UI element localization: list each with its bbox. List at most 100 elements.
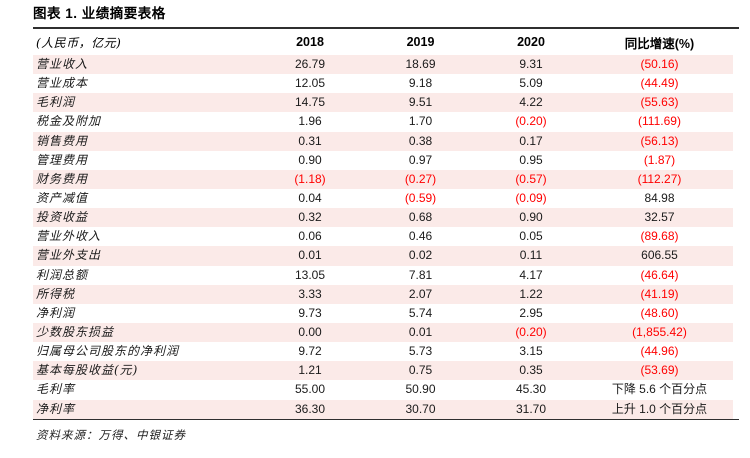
cell-yoy-growth: (111.69) (638, 114, 681, 129)
cell-2018: 0.00 (298, 325, 322, 340)
cell-2018: 26.79 (294, 57, 326, 72)
cell-2019: 2.07 (408, 286, 433, 301)
figure-title: 图表 1. 业绩摘要表格 (33, 6, 166, 21)
table-row: 管理费用 0.90 0.97 0.95 (1.87) (33, 151, 733, 170)
cell-2018: 0.90 (298, 152, 322, 167)
cell-2020: 0.95 (519, 152, 543, 167)
cell-2020: 0.05 (519, 229, 543, 244)
cell-2018: 55.00 (294, 382, 326, 397)
cell-2020: 0.35 (519, 363, 543, 378)
cell-2018: 1.96 (298, 114, 322, 129)
cell-2018: 3.33 (298, 286, 322, 301)
row-label: 所得税 (36, 286, 76, 301)
cell-2019: 0.01 (408, 325, 433, 340)
table-row: 资产减值 0.04 (0.59) (0.09) 84.98 (33, 189, 733, 208)
table-row: 营业外支出 0.01 0.02 0.11 606.55 (33, 246, 733, 266)
cell-2019: (0.59) (404, 191, 437, 206)
table-row: 财务费用 (1.18) (0.27) (0.57) (112.27) (33, 169, 733, 189)
cell-2020: 1.22 (519, 286, 543, 301)
cell-2019: 30.70 (405, 401, 436, 416)
row-label: 资产减值 (36, 191, 89, 206)
cell-yoy-growth: (41.19) (640, 286, 679, 301)
table-row: 毛利润 14.75 9.51 4.22 (55.63) (33, 93, 733, 113)
column-header-2019: 2019 (406, 35, 435, 49)
cell-2018: 1.21 (298, 363, 322, 378)
cell-2020: 4.22 (519, 95, 543, 110)
cell-2020: (0.20) (515, 114, 547, 129)
cell-2020: 0.90 (519, 210, 543, 225)
cell-yoy-growth: 606.55 (641, 248, 678, 263)
cell-2019: 0.75 (408, 363, 433, 378)
cell-2020: 2.95 (519, 305, 543, 320)
cell-2019: 9.18 (408, 76, 433, 91)
row-label: 归属母公司股东的净利润 (36, 344, 180, 359)
column-header-yoy-growth: 同比增速(%) (624, 36, 695, 51)
table-row: 所得税 3.33 2.07 1.22 (41.19) (33, 284, 733, 304)
cell-2018: 0.31 (298, 133, 322, 148)
table-row: 营业收入 26.79 18.69 9.31 (50.16) (33, 55, 733, 75)
table-row: 少数股东损益 0.00 0.01 (0.20) (1,855.42) (33, 322, 733, 343)
cell-2019: 18.69 (405, 57, 436, 72)
table-row: 毛利率 55.00 50.90 45.30 下降 5.6 个百分点 (33, 380, 733, 399)
row-label: 净利率 (36, 401, 76, 416)
row-label: 投资收益 (36, 210, 89, 225)
cell-yoy-growth: 下降 5.6 个百分点 (611, 382, 708, 397)
row-label: 营业外收入 (36, 229, 102, 244)
table-row: 投资收益 0.32 0.68 0.90 32.57 (33, 208, 733, 228)
cell-yoy-growth: (112.27) (637, 171, 682, 186)
row-label: 财务费用 (36, 171, 89, 186)
cell-yoy-growth: 84.98 (644, 191, 675, 206)
table-row: 归属母公司股东的净利润 9.72 5.73 3.15 (44.96) (33, 342, 733, 361)
table-row: 净利率 36.30 30.70 31.70 上升 1.0 个百分点 (33, 399, 733, 419)
cell-yoy-growth: (46.64) (640, 267, 679, 282)
table-rows: 营业收入 26.79 18.69 9.31 (50.16) 营业成本 12.05… (33, 55, 733, 419)
cell-2019: (0.27) (404, 171, 437, 186)
cell-2018: 9.73 (298, 305, 322, 320)
cell-2020: (0.57) (515, 171, 547, 186)
cell-2018: 0.01 (298, 248, 322, 263)
cell-2019: 0.68 (408, 210, 433, 225)
cell-2019: 5.74 (408, 305, 433, 320)
cell-2018: 14.75 (294, 95, 326, 110)
cell-yoy-growth: (55.63) (640, 95, 679, 110)
cell-2019: 0.46 (408, 229, 433, 244)
row-label: 营业成本 (36, 76, 89, 91)
cell-2020: 4.17 (519, 267, 543, 282)
cell-2019: 9.51 (408, 95, 433, 110)
column-header-2018: 2018 (296, 35, 324, 49)
table-row: 基本每股收益(元) 1.21 0.75 0.35 (53.69) (33, 361, 733, 381)
cell-yoy-growth: (1.87) (643, 152, 676, 167)
cell-2018: (1.18) (294, 171, 326, 186)
cell-yoy-growth: (1,855.42) (632, 325, 687, 340)
cell-2020: 31.70 (515, 401, 547, 416)
row-label: 销售费用 (36, 133, 89, 148)
row-label: 少数股东损益 (36, 325, 115, 340)
bottom-rule (33, 418, 739, 421)
row-label: 税金及附加 (36, 114, 102, 129)
cell-2020: 0.11 (519, 248, 543, 263)
cell-2019: 7.81 (408, 267, 433, 282)
row-label: 管理费用 (36, 152, 89, 167)
row-label: 净利润 (36, 305, 76, 320)
cell-yoy-growth: (56.13) (640, 133, 679, 148)
table-row: 销售费用 0.31 0.38 0.17 (56.13) (33, 131, 733, 151)
cell-yoy-growth: (89.68) (640, 229, 679, 244)
row-label: 利润总额 (36, 267, 89, 282)
cell-2019: 50.90 (405, 382, 436, 397)
table-row: 净利润 9.73 5.74 2.95 (48.60) (33, 304, 733, 323)
cell-2018: 12.05 (294, 76, 326, 91)
top-rule (33, 27, 739, 29)
unit-header: (人民币，亿元) (36, 35, 122, 50)
cell-2019: 5.73 (408, 344, 433, 359)
cell-2019: 0.97 (408, 152, 433, 167)
cell-2020: 45.30 (515, 382, 547, 397)
cell-2020: 5.09 (519, 76, 543, 91)
row-label: 毛利率 (36, 382, 76, 397)
table-row: 营业成本 12.05 9.18 5.09 (44.49) (33, 74, 733, 93)
cell-2020: 9.31 (519, 57, 543, 72)
table-row: 营业外收入 0.06 0.46 0.05 (89.68) (33, 227, 733, 246)
cell-2018: 9.72 (298, 344, 322, 359)
row-label: 基本每股收益(元) (36, 363, 139, 378)
table-row: 税金及附加 1.96 1.70 (0.20) (111.69) (33, 112, 733, 131)
